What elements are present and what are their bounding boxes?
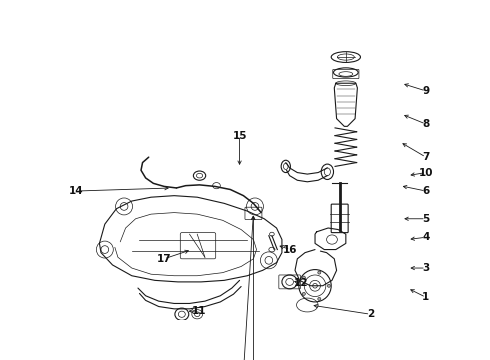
Ellipse shape [302, 292, 305, 296]
Text: 1: 1 [422, 292, 430, 302]
Text: 2: 2 [367, 309, 374, 319]
Ellipse shape [318, 271, 321, 274]
Text: 16: 16 [283, 244, 297, 255]
Text: 3: 3 [422, 263, 430, 273]
Text: 12: 12 [294, 278, 308, 288]
Text: 9: 9 [422, 86, 429, 96]
Text: 11: 11 [192, 306, 207, 316]
Text: 5: 5 [422, 214, 430, 224]
Text: 10: 10 [418, 167, 433, 177]
Ellipse shape [318, 297, 321, 301]
Ellipse shape [302, 276, 305, 279]
Ellipse shape [327, 284, 330, 287]
Text: 14: 14 [69, 186, 84, 196]
Text: 4: 4 [422, 232, 430, 242]
Text: 6: 6 [422, 186, 430, 196]
Text: 17: 17 [157, 254, 172, 264]
Text: 7: 7 [422, 152, 430, 162]
Text: 8: 8 [422, 119, 430, 129]
Text: 15: 15 [232, 131, 247, 141]
